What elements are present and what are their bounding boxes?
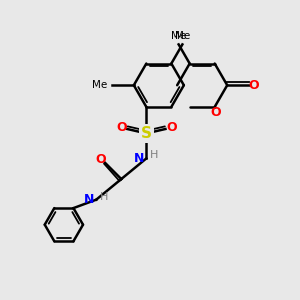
Text: O: O: [211, 106, 221, 119]
Text: O: O: [248, 79, 259, 92]
Text: O: O: [95, 153, 106, 167]
Text: S: S: [141, 126, 152, 141]
Text: Me: Me: [175, 31, 190, 41]
Text: O: O: [116, 121, 127, 134]
Text: N: N: [134, 152, 144, 165]
Text: Me: Me: [171, 31, 186, 41]
Text: Me: Me: [92, 80, 107, 90]
Text: O: O: [166, 121, 177, 134]
Text: N: N: [83, 193, 94, 206]
Text: H: H: [149, 151, 158, 160]
Text: H: H: [99, 192, 108, 202]
